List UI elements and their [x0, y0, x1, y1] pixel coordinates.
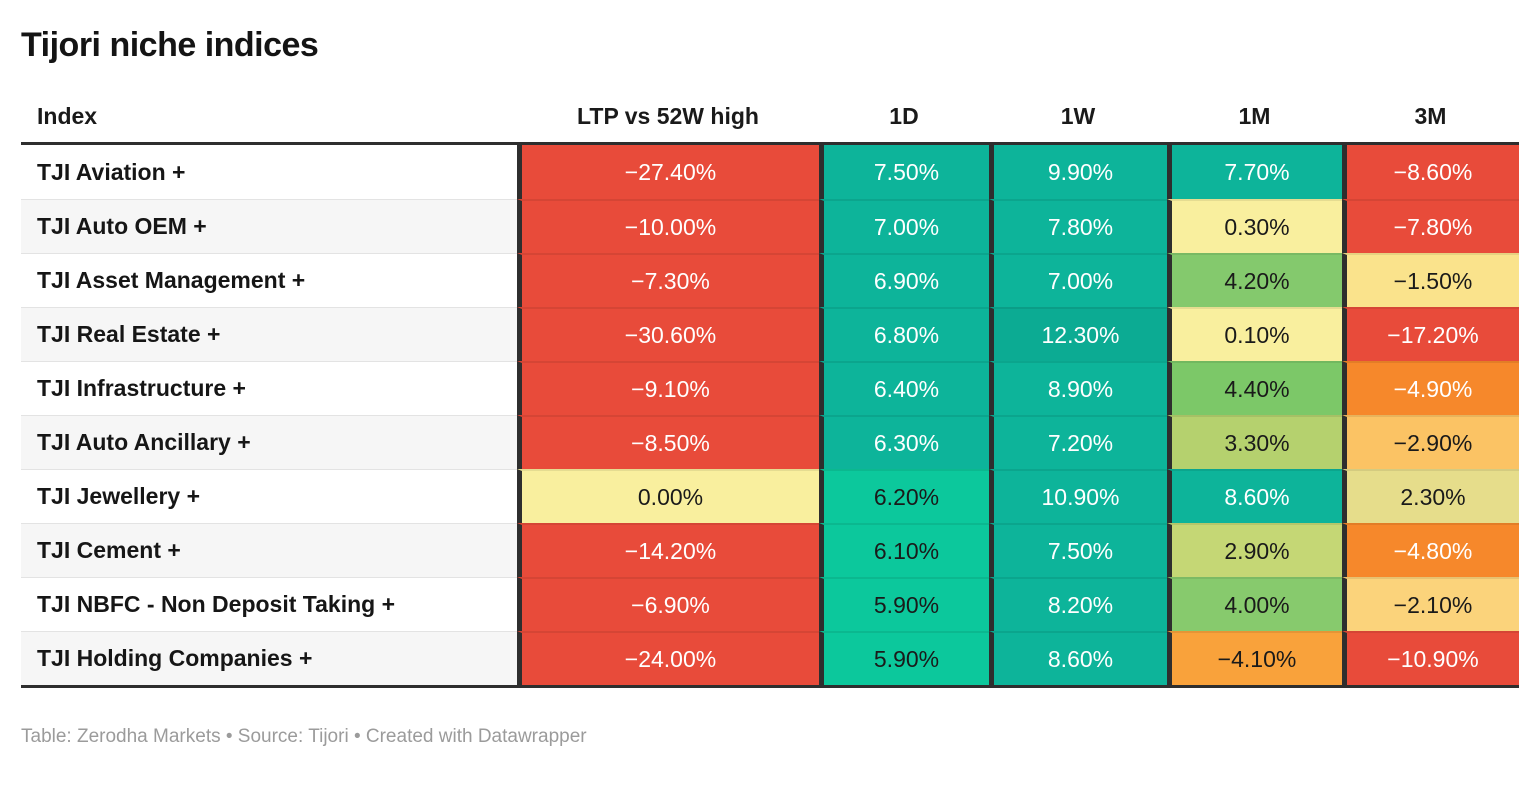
- index-name-cell: TJI Aviation +: [21, 145, 517, 199]
- table-header-row: Index LTP vs 52W high 1D 1W 1M 3M: [21, 73, 1519, 145]
- table-row: TJI Infrastructure + −9.10% 6.40% 8.90% 4.40…: [21, 361, 1519, 415]
- column-header-1w: 1W: [1060, 103, 1096, 129]
- value-cell: −27.40%: [517, 145, 819, 199]
- table-row: TJI Auto OEM + −10.00% 7.00% 7.80% 0.30% −7.8…: [21, 199, 1519, 253]
- value-cell: −9.10%: [517, 361, 819, 415]
- value-cell: 6.80%: [819, 307, 989, 361]
- value-cell: 8.20%: [989, 577, 1167, 631]
- value-cell: −8.60%: [1342, 145, 1519, 199]
- value-cell: 6.20%: [819, 469, 989, 523]
- indices-table: Index LTP vs 52W high 1D 1W 1M 3M TJI Av…: [21, 73, 1519, 688]
- table-row: TJI Jewellery +0.00% 6.20% 10.90% 8.60% 2.30…: [21, 469, 1519, 523]
- index-name-cell: TJI NBFC - Non Deposit Taking +: [21, 577, 517, 631]
- value-cell: 8.60%: [989, 631, 1167, 685]
- index-name-cell: TJI Auto Ancillary +: [21, 415, 517, 469]
- value-cell: −7.30%: [517, 253, 819, 307]
- index-name-cell: TJI Auto OEM +: [21, 199, 517, 253]
- value-cell: −30.60%: [517, 307, 819, 361]
- value-cell: −4.90%: [1342, 361, 1519, 415]
- index-name-cell: TJI Jewellery +: [21, 469, 517, 523]
- value-cell: −4.10%: [1167, 631, 1342, 685]
- table-body: TJI Aviation + −27.40% 7.50% 9.90% 7.70% −8.6…: [21, 145, 1519, 688]
- column-header-1m: 1M: [1238, 103, 1271, 129]
- value-cell: 3.30%: [1167, 415, 1342, 469]
- value-cell: 7.20%: [989, 415, 1167, 469]
- attribution-footer: Table: Zerodha Markets • Source: Tijori …: [21, 726, 587, 747]
- table-row: TJI Auto Ancillary + −8.50% 6.30% 7.20% 3.30…: [21, 415, 1519, 469]
- table-row: TJI Aviation + −27.40% 7.50% 9.90% 7.70% −8.6…: [21, 145, 1519, 199]
- value-cell: 6.30%: [819, 415, 989, 469]
- value-cell: 6.90%: [819, 253, 989, 307]
- value-cell: 7.00%: [819, 199, 989, 253]
- value-cell: 0.30%: [1167, 199, 1342, 253]
- table-row: TJI Asset Management + −7.30% 6.90% 7.00% 4.…: [21, 253, 1519, 307]
- value-cell: 12.30%: [989, 307, 1167, 361]
- index-name-cell: TJI Asset Management +: [21, 253, 517, 307]
- value-cell: −2.90%: [1342, 415, 1519, 469]
- value-cell: −17.20%: [1342, 307, 1519, 361]
- value-cell: −1.50%: [1342, 253, 1519, 307]
- value-cell: 0.10%: [1167, 307, 1342, 361]
- value-cell: 0.00%: [517, 469, 819, 523]
- value-cell: 7.70%: [1167, 145, 1342, 199]
- value-cell: 8.60%: [1167, 469, 1342, 523]
- value-cell: −2.10%: [1342, 577, 1519, 631]
- value-cell: 4.00%: [1167, 577, 1342, 631]
- value-cell: −7.80%: [1342, 199, 1519, 253]
- value-cell: 4.40%: [1167, 361, 1342, 415]
- column-header-1d: 1D: [889, 103, 919, 129]
- value-cell: 5.90%: [819, 631, 989, 685]
- table-row: TJI NBFC - Non Deposit Taking + −6.90% 5.9…: [21, 577, 1519, 631]
- value-cell: 8.90%: [989, 361, 1167, 415]
- value-cell: −6.90%: [517, 577, 819, 631]
- index-name-cell: TJI Holding Companies +: [21, 631, 517, 685]
- index-name-cell: TJI Cement +: [21, 523, 517, 577]
- value-cell: 7.80%: [989, 199, 1167, 253]
- column-header-3m: 3M: [1414, 103, 1447, 129]
- value-cell: 10.90%: [989, 469, 1167, 523]
- value-cell: 7.00%: [989, 253, 1167, 307]
- index-name-cell: TJI Infrastructure +: [21, 361, 517, 415]
- value-cell: 2.90%: [1167, 523, 1342, 577]
- value-cell: 7.50%: [989, 523, 1167, 577]
- table-row: TJI Real Estate + −30.60% 6.80% 12.30% 0.10%…: [21, 307, 1519, 361]
- column-header-ltp-vs-52w-high: LTP vs 52W high: [577, 103, 759, 129]
- value-cell: −10.00%: [517, 199, 819, 253]
- index-name-cell: TJI Real Estate +: [21, 307, 517, 361]
- value-cell: 2.30%: [1342, 469, 1519, 523]
- column-header-index: Index: [37, 103, 98, 129]
- value-cell: −24.00%: [517, 631, 819, 685]
- value-cell: −14.20%: [517, 523, 819, 577]
- value-cell: 4.20%: [1167, 253, 1342, 307]
- value-cell: 9.90%: [989, 145, 1167, 199]
- value-cell: 7.50%: [819, 145, 989, 199]
- value-cell: 6.10%: [819, 523, 989, 577]
- page-title: Tijori niche indices: [21, 26, 319, 64]
- table-row: TJI Holding Companies + −24.00% 5.90% 8.60%…: [21, 631, 1519, 685]
- value-cell: −8.50%: [517, 415, 819, 469]
- value-cell: 5.90%: [819, 577, 989, 631]
- value-cell: −4.80%: [1342, 523, 1519, 577]
- table-row: TJI Cement + −14.20% 6.10% 7.50% 2.90% −4.80%: [21, 523, 1519, 577]
- value-cell: 6.40%: [819, 361, 989, 415]
- value-cell: −10.90%: [1342, 631, 1519, 685]
